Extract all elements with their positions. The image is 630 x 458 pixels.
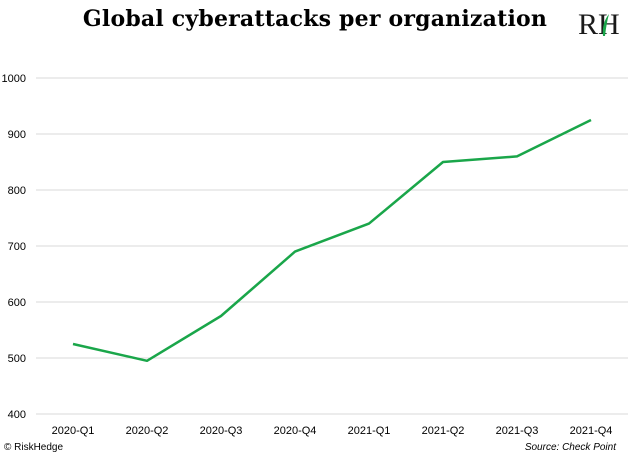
logo-leaf-icon — [602, 14, 609, 36]
source-note: Source: Check Point — [524, 442, 616, 453]
x-tick-label: 2021-Q1 — [348, 425, 391, 437]
riskhedge-logo: RH — [578, 8, 620, 40]
y-axis-tick-labels: 400 500 600 700 800 900 1000 — [2, 73, 26, 421]
chart-title: Global cyberattacks per organization — [82, 6, 548, 32]
y-tick-label: 800 — [8, 185, 26, 197]
y-tick-label: 600 — [8, 297, 26, 309]
x-tick-label: 2020-Q3 — [200, 425, 243, 437]
x-axis-tick-labels: 2020-Q1 2020-Q2 2020-Q3 2020-Q4 2021-Q1 2021-… — [52, 425, 613, 437]
y-tick-label: 900 — [8, 129, 26, 141]
x-tick-label: 2020-Q2 — [126, 425, 169, 437]
x-tick-label: 2020-Q1 — [52, 425, 95, 437]
x-tick-label: 2021-Q3 — [496, 425, 539, 437]
y-tick-label: 400 — [8, 409, 26, 421]
x-tick-label: 2020-Q4 — [274, 425, 317, 437]
copyright-note: © RiskHedge — [4, 442, 64, 453]
y-tick-label: 500 — [8, 353, 26, 365]
logo-text: RH — [578, 8, 620, 40]
x-tick-label: 2021-Q4 — [570, 425, 613, 437]
x-tick-label: 2021-Q2 — [422, 425, 465, 437]
y-tick-label: 700 — [8, 241, 26, 253]
gridlines — [36, 77, 628, 415]
series-line-0 — [72, 118, 592, 363]
series-lines — [72, 118, 592, 363]
y-tick-label: 1000 — [2, 73, 26, 85]
